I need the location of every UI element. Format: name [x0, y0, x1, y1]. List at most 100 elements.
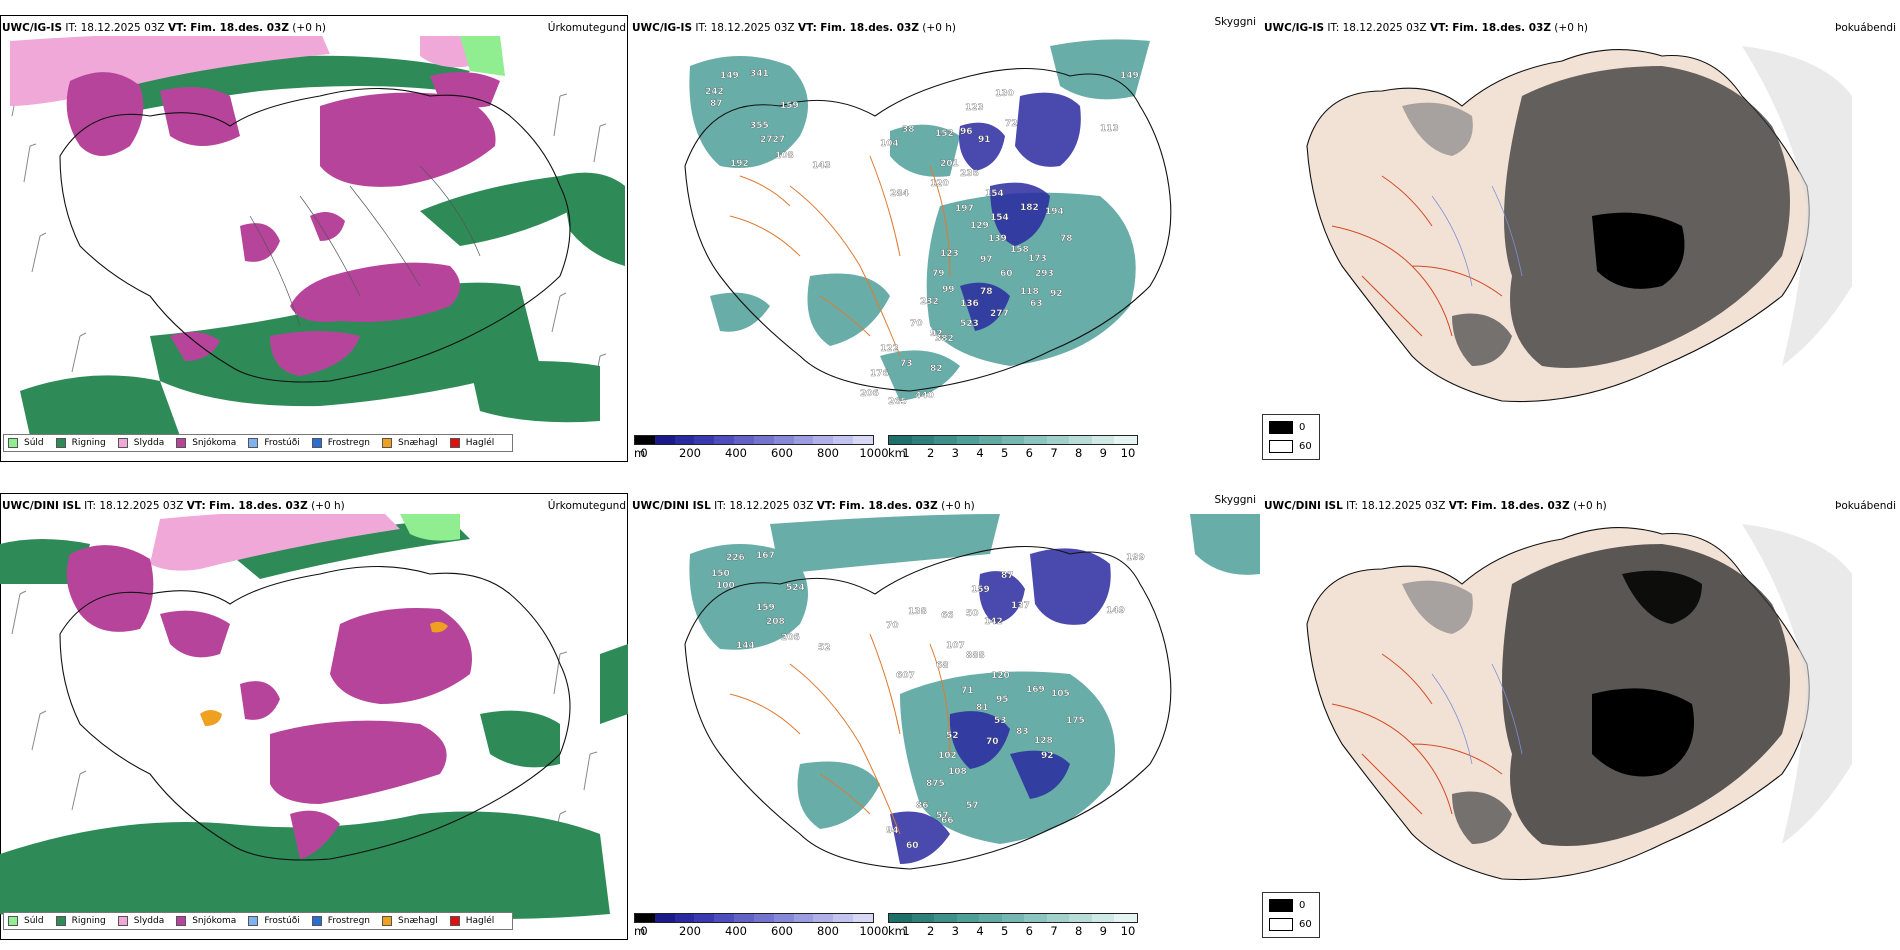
- swatch: [55, 916, 66, 926]
- legend-label: Slydda: [133, 438, 165, 448]
- colorbar-segment: [694, 914, 715, 922]
- colorbar-segment: [934, 436, 957, 444]
- visibility-value-label: 159: [780, 101, 799, 111]
- visibility-value-label: 208: [766, 617, 785, 627]
- visibility-value-label: 72: [1005, 119, 1018, 129]
- legend-item-rigning: Rigning: [55, 916, 106, 926]
- fog-grey-sw: [1452, 313, 1512, 366]
- fog-light-sea: [1742, 46, 1852, 366]
- visibility-value-label: 113: [1100, 124, 1119, 134]
- vt-value: Fim. 18.des. 03Z: [1471, 500, 1570, 512]
- legend-label: 60: [1299, 441, 1312, 452]
- model-name: UWC/DINI ISL: [2, 500, 81, 512]
- visibility-value-label: 144: [736, 641, 755, 651]
- visibility-value-label: 199: [1126, 553, 1145, 563]
- visibility-value-label: 607: [896, 671, 915, 681]
- tick: 6: [1025, 924, 1033, 938]
- colorbar-segment: [1069, 436, 1092, 444]
- roads: [1331, 175, 1503, 337]
- colorbar-segment: [714, 914, 735, 922]
- visibility-value-label: 68: [936, 661, 949, 671]
- visibility-colorbar: [888, 435, 1138, 445]
- visibility-value-label: 92: [930, 329, 943, 339]
- colorbar-segment: [813, 436, 834, 444]
- visibility-value-label: 70: [910, 319, 923, 329]
- visibility-value-label: 102: [938, 751, 957, 761]
- visibility-value-label: 81: [976, 703, 989, 713]
- map-frame: [0, 15, 628, 462]
- visibility-value-label: 122: [880, 344, 899, 354]
- fog-map: [1306, 46, 1852, 403]
- row-dini-isl: UWC/DINI ISL IT: 18.12.2025 03Z VT: Fim.…: [0, 478, 1900, 950]
- coastline: [684, 68, 1172, 392]
- swatch: [1269, 918, 1293, 931]
- legend-label: Slydda: [133, 916, 165, 926]
- tick: 4: [976, 446, 984, 460]
- visibility-value-label: 194: [1045, 207, 1064, 217]
- coastline: [59, 88, 571, 383]
- panel-precip-type: UWC/DINI ISL IT: 18.12.2025 03Z VT: Fim.…: [0, 478, 630, 950]
- visibility-value-label: 50: [966, 609, 979, 619]
- fog-map: [1306, 524, 1852, 881]
- visibility-value-label: 92: [1050, 289, 1063, 299]
- legend-item-snaehagl: Snæhagl: [382, 438, 438, 448]
- tick: 9: [1099, 446, 1107, 460]
- precip-type-legend: Súld Rigning Slydda Snjókoma Frostúði Fr…: [3, 434, 514, 452]
- map-frame: [0, 493, 628, 940]
- swatch: [176, 916, 187, 926]
- swatch: [382, 916, 393, 926]
- colorbar-segment: [853, 914, 873, 922]
- legend-label: Frostregn: [327, 438, 371, 448]
- colorbar-segment: [793, 914, 814, 922]
- legend-item-haglel: Haglél: [449, 438, 494, 448]
- visibility-value-label: 149: [1106, 606, 1125, 616]
- fog-black-core: [1592, 688, 1694, 777]
- tick: 10: [1120, 446, 1136, 460]
- it-value: 18.12.2025 03Z: [1361, 500, 1446, 512]
- visibility-value-label: 78: [980, 287, 993, 297]
- vt-label: VT:: [1429, 22, 1449, 34]
- legend-item-slydda: Slydda: [117, 916, 165, 926]
- colorbar-segment: [889, 436, 912, 444]
- legend-item-frostregn: Frostregn: [311, 438, 371, 448]
- visibility-value-label: 78: [1060, 234, 1073, 244]
- visibility-value-label: 154: [990, 213, 1009, 223]
- legend-label: Frostregn: [327, 916, 371, 926]
- swatch: [8, 438, 18, 448]
- swatch: [311, 916, 322, 926]
- visibility-value-label: 176: [870, 369, 889, 379]
- vt-label: VT:: [1448, 500, 1468, 512]
- legend-label: Snæhagl: [398, 438, 438, 448]
- precip-map: [10, 36, 625, 439]
- legend-label: Snjókoma: [192, 438, 237, 448]
- visibility-value-label: 341: [750, 69, 769, 79]
- swatch: [8, 916, 18, 926]
- colorbar-segment: [793, 436, 814, 444]
- colorbar-segment: [635, 436, 655, 444]
- vt-value: Fim. 18.des. 03Z: [839, 500, 938, 512]
- visibility-value-label: 152: [935, 129, 954, 139]
- swatch: [449, 438, 460, 448]
- it-label: IT:: [1327, 22, 1340, 34]
- colorbar-segment: [1001, 436, 1025, 444]
- visibility-value-label: 95: [996, 695, 1009, 705]
- lead-time: (+0 h): [922, 22, 956, 34]
- colorbar-segment: [833, 914, 854, 922]
- height-colorbar: [634, 435, 874, 445]
- it-value: 18.12.2025 03Z: [710, 22, 795, 34]
- visibility-value-label: 128: [1034, 736, 1053, 746]
- tick: 5: [1000, 924, 1009, 938]
- visibility-value-label: 888: [966, 651, 985, 661]
- legend-label: Snæhagl: [398, 916, 438, 926]
- swatch: [449, 916, 460, 926]
- tick: 800: [817, 446, 839, 460]
- visibility-value-label: 236: [960, 169, 979, 179]
- visibility-value-label: 173: [1028, 254, 1047, 264]
- tick: 8: [1074, 924, 1083, 938]
- very-low-vis-areas: [959, 92, 1081, 331]
- visibility-value-label: 192: [730, 159, 749, 169]
- model-name: UWC/DINI ISL: [1264, 500, 1343, 512]
- swatch: [55, 438, 66, 448]
- tick: 1: [902, 924, 910, 938]
